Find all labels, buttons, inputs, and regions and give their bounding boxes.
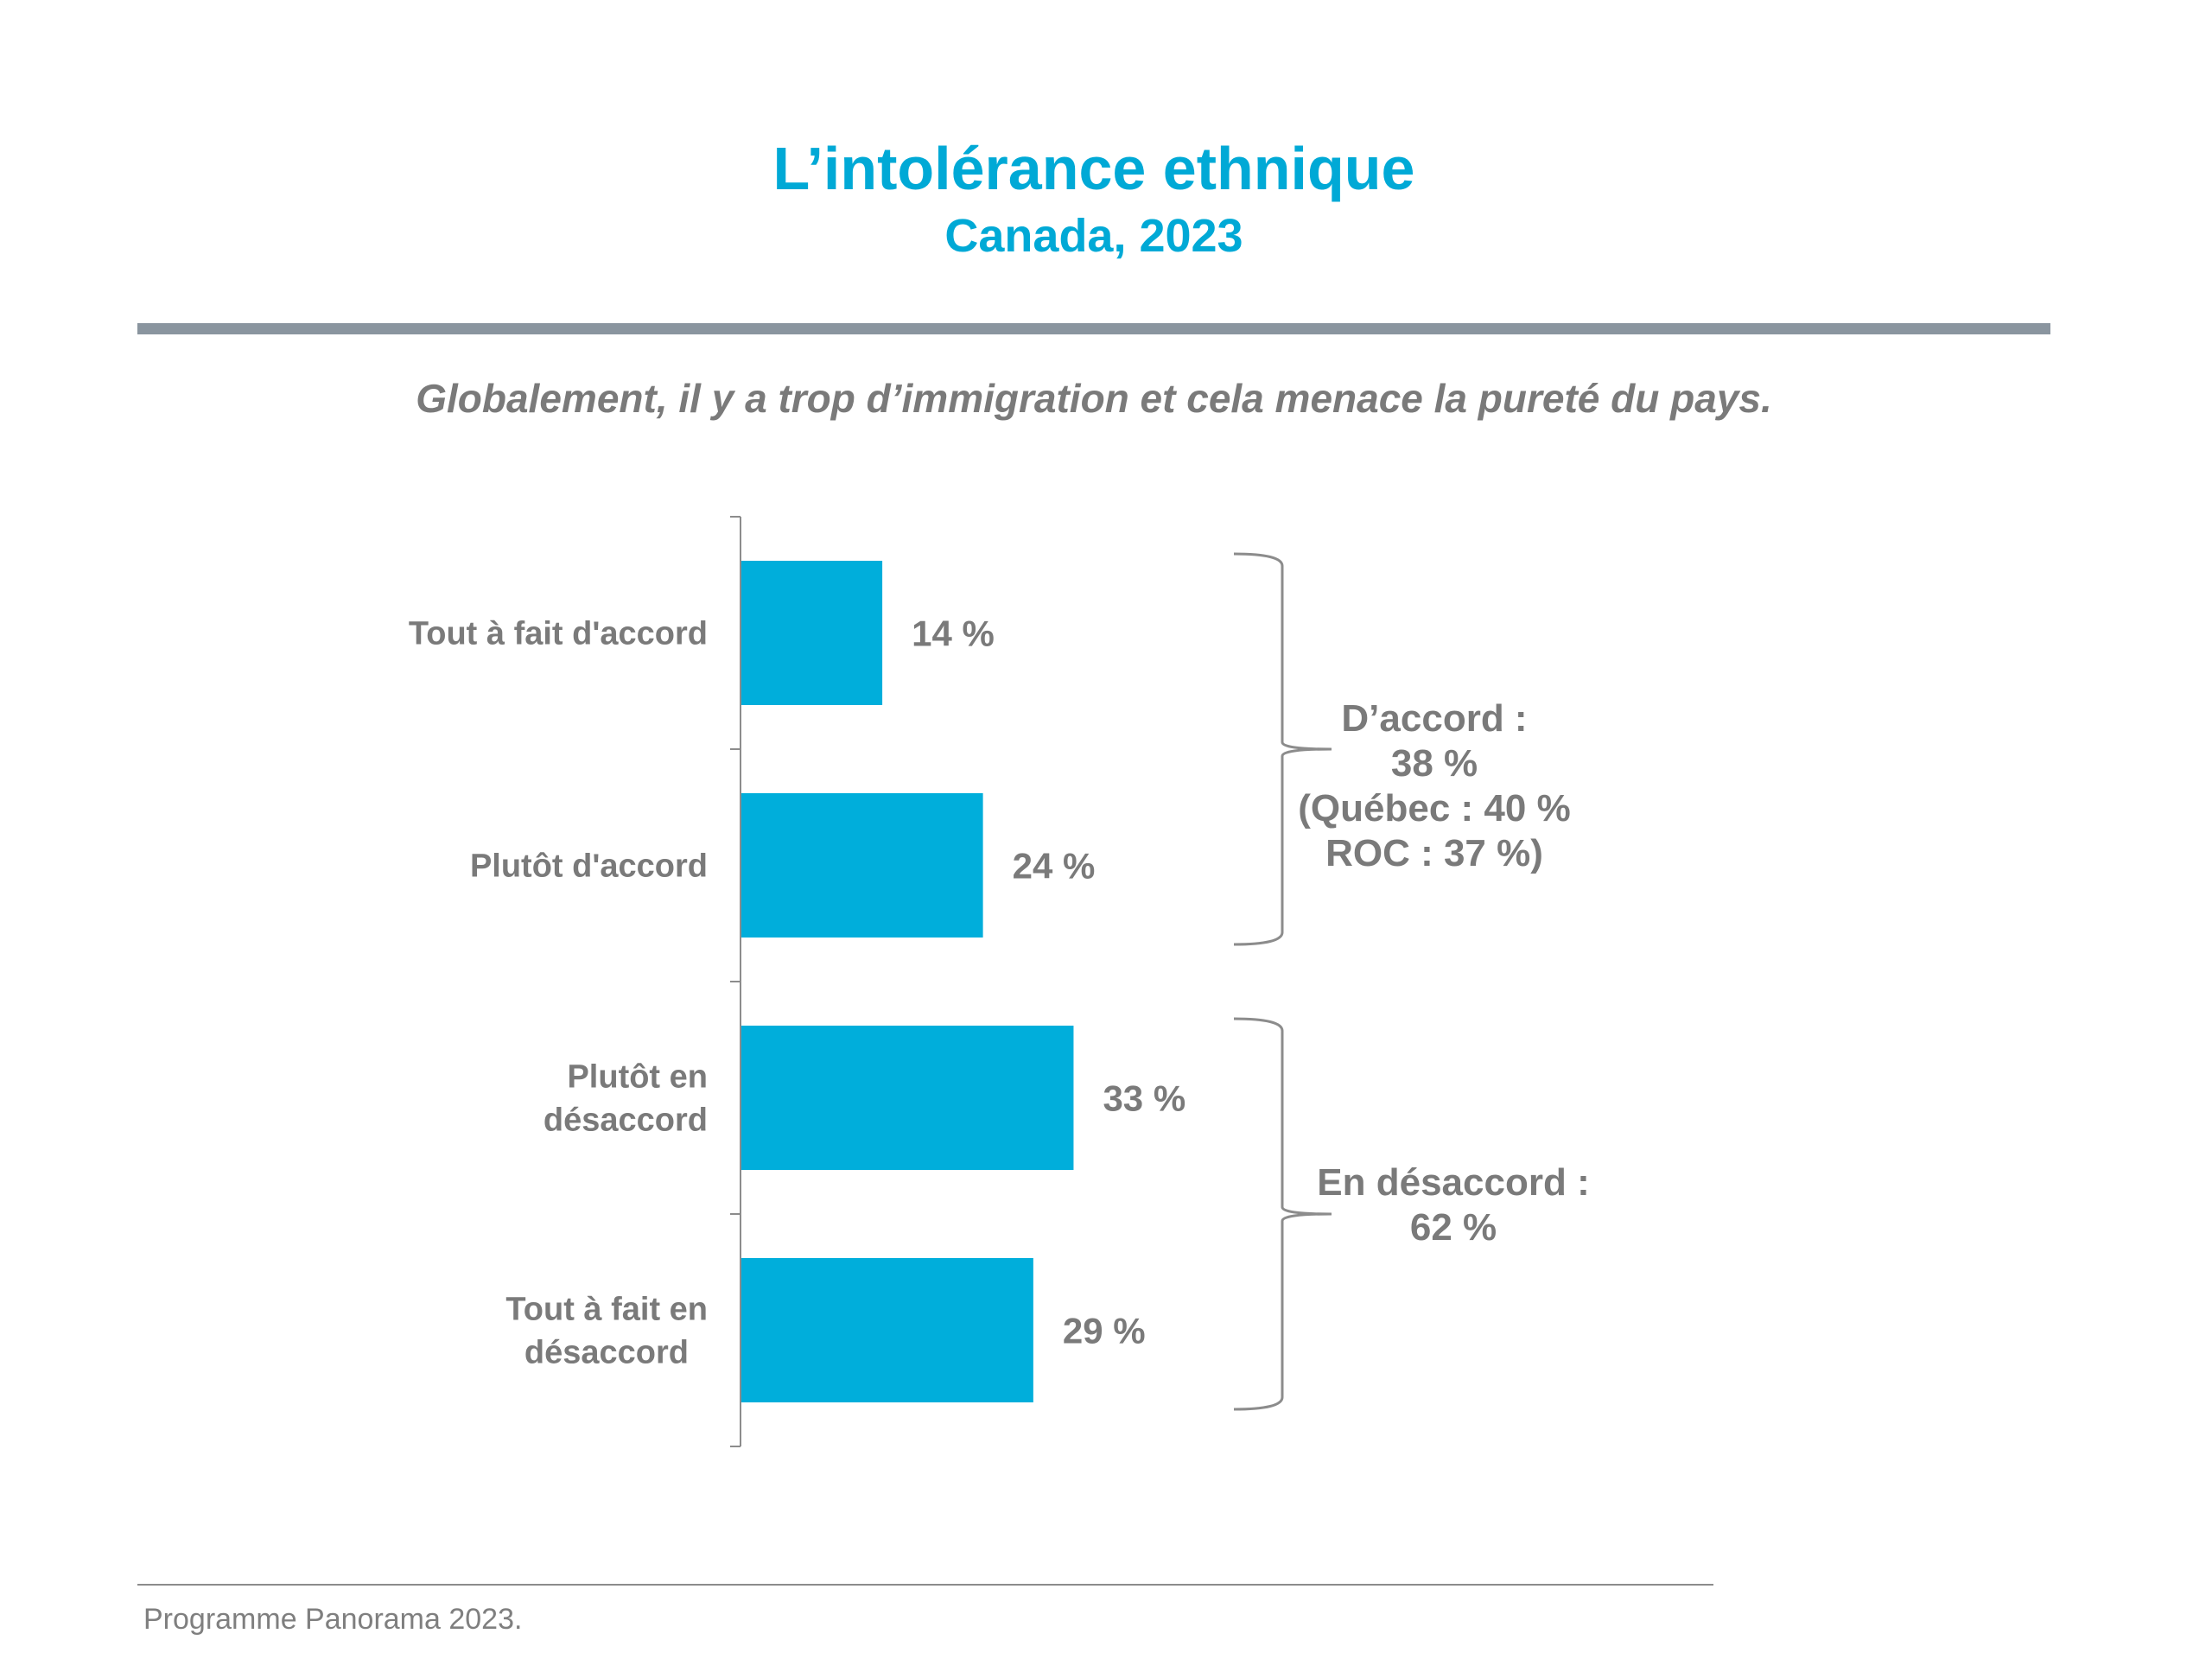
group-line: D’accord : xyxy=(1341,697,1528,740)
value-label: 14 % xyxy=(912,613,995,654)
category-label-line: Plutôt d'accord xyxy=(470,849,708,885)
group-disagree-summary: En désaccord : 62 % xyxy=(1281,1160,1626,1250)
category-label: Tout à fait d'accord xyxy=(409,616,708,652)
category-label-line: Tout à fait d'accord xyxy=(409,616,708,652)
group-line: 62 % xyxy=(1409,1206,1497,1249)
bar xyxy=(741,1258,1033,1402)
category-label-line: désaccord xyxy=(524,1335,689,1371)
bar xyxy=(741,1026,1074,1170)
bar xyxy=(741,793,983,938)
category-label: Plutôt en désaccord xyxy=(543,1059,708,1139)
value-label: 24 % xyxy=(1013,846,1096,887)
chart-title: L’intolérance ethnique xyxy=(772,135,1415,202)
group-agree-summary: D’accord : 38 % (Québec : 40 % ROC : 37 … xyxy=(1262,696,1607,876)
survey-question: Globalement, il y a trop d’immigration e… xyxy=(416,376,1772,421)
value-label: 33 % xyxy=(1103,1078,1185,1119)
group-line: (Québec : 40 % xyxy=(1298,787,1571,830)
group-line: 38 % xyxy=(1390,742,1478,785)
category-label: Plutôt d'accord xyxy=(470,849,708,885)
category-label-line: Plutôt en xyxy=(567,1059,708,1096)
group-line: En désaccord : xyxy=(1317,1161,1590,1204)
header-divider xyxy=(137,323,2050,334)
group-brace xyxy=(1233,552,1332,946)
category-label-line: Tout à fait en xyxy=(505,1292,708,1328)
category-label: Tout à fait en désaccord xyxy=(505,1292,708,1371)
group-brace xyxy=(1233,1017,1332,1411)
footer-divider xyxy=(137,1584,1713,1586)
category-label-line: désaccord xyxy=(543,1103,708,1139)
value-label: 29 % xyxy=(1063,1311,1146,1351)
source-note: Programme Panorama 2023. xyxy=(143,1603,523,1636)
bar xyxy=(741,561,883,705)
chart-subtitle: Canada, 2023 xyxy=(944,210,1243,262)
group-line: ROC : 37 %) xyxy=(1325,832,1543,874)
